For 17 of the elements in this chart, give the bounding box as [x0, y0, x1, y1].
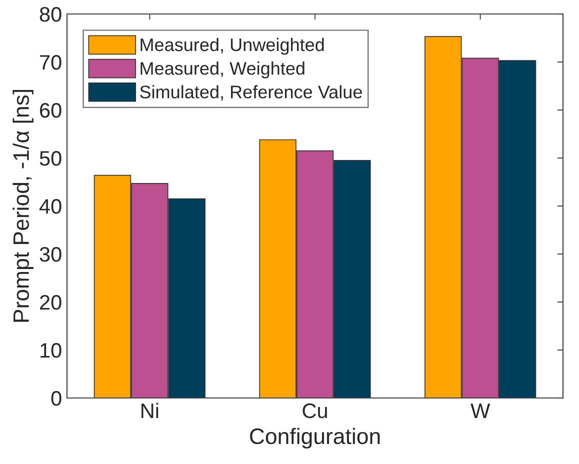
y-tick-label: 20: [40, 295, 62, 310]
x-axis-title: Configuration: [250, 428, 380, 449]
y-tick-label: 10: [40, 343, 62, 358]
y-tick-label: 40: [39, 199, 62, 214]
x-tick-label: W: [470, 404, 490, 418]
y-tick-label: 60: [40, 103, 62, 118]
y-tick-label: 50: [40, 151, 62, 166]
x-tick-label: Ni: [142, 402, 158, 418]
y-tick-label: 70: [40, 55, 62, 70]
y-tick-label: 30: [40, 247, 62, 262]
y-tick-label: 80: [40, 7, 62, 22]
legend-label: Measured, Unweighted: [140, 38, 324, 55]
y-axis-title: Prompt Period, -1/α [ns]: [12, 90, 34, 322]
legend-label: Measured, Weighted: [140, 62, 304, 78]
legend-label: Simulated, Reference Value: [140, 85, 362, 101]
y-tick-label: 0: [51, 391, 62, 406]
x-tick-label: Cu: [302, 403, 327, 418]
